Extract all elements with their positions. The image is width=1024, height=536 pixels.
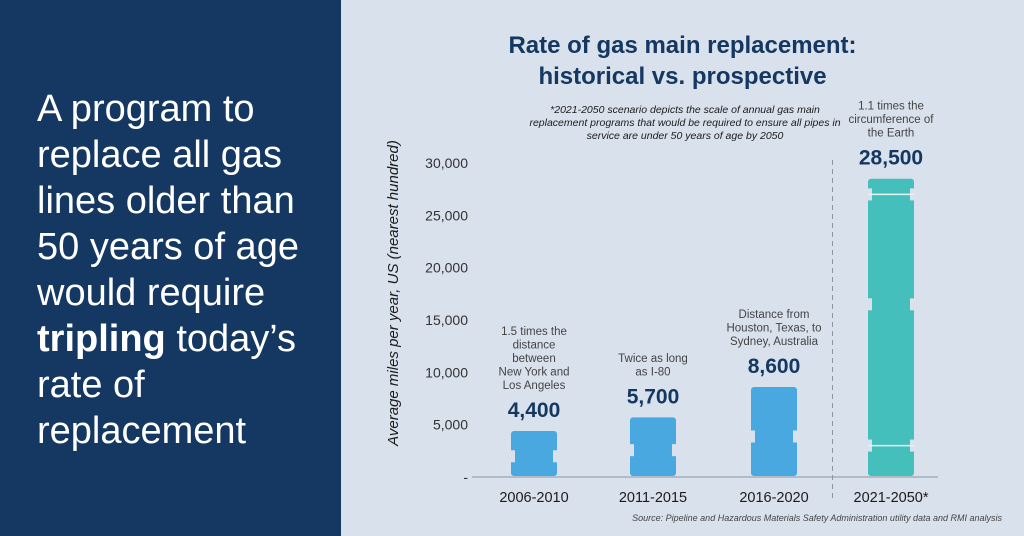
source-note: Source: Pipeline and Hazardous Materials…: [632, 513, 1002, 523]
x-tick-label: 2021-2050*: [854, 490, 929, 506]
x-tick-label: 2011-2015: [619, 490, 687, 506]
chart-title-line-2: historical vs. prospective: [538, 63, 827, 90]
bar-value-label: 28,500: [859, 147, 923, 170]
bar-value-label: 5,700: [627, 385, 680, 408]
y-axis-label: Average miles per year, US (nearest hund…: [385, 140, 402, 447]
y-tick-label: 10,000: [425, 364, 468, 380]
y-tick-label: 5,000: [433, 417, 468, 433]
pipe-joint-notch: [510, 450, 515, 463]
bar-annotation: 1.1 times the: [858, 101, 924, 113]
y-tick-label: 30,000: [425, 155, 468, 171]
pipe-joint-notch: [793, 430, 798, 443]
bar-annotation: between: [512, 353, 555, 365]
x-tick-label: 2006-2010: [499, 490, 568, 506]
bar-2006-2010: [511, 430, 557, 476]
chart-title-line-1: Rate of gas main replacement:: [508, 32, 857, 59]
headline-text: A program to replace all gas lines older…: [37, 88, 299, 314]
bar-annotation: as I-80: [635, 366, 670, 378]
x-tick-label: 2016-2020: [739, 490, 808, 506]
bar-annotation: circumference of: [848, 114, 934, 126]
bar-annotation: Distance from: [739, 309, 810, 321]
bar-annotation: Los Angeles: [503, 380, 566, 392]
pipe-joint-notch: [553, 450, 558, 463]
bar-value-label: 4,400: [508, 399, 561, 422]
pipe-joint-notch: [629, 444, 634, 457]
bar-2011-2015: [630, 417, 676, 476]
left-panel: [0, 0, 341, 536]
headline-emphasis: tripling: [37, 318, 166, 360]
y-tick-label: 20,000: [425, 260, 468, 276]
bar-annotation: 1.5 times the: [501, 326, 567, 338]
headline: A program to replace all gas lines older…: [37, 86, 327, 454]
pipe-joint-notch: [910, 298, 915, 311]
bar-2016-2020: [751, 386, 797, 476]
headline-text-end: today’s rate of replacement: [37, 318, 297, 452]
y-tick-label: 25,000: [425, 207, 468, 223]
y-tick-label: 15,000: [425, 312, 468, 328]
pipe-joint-notch: [867, 298, 872, 311]
bar-annotation: New York and: [499, 366, 570, 378]
bar-annotation: Houston, Texas, to: [726, 322, 821, 334]
pipe-joint-notch: [672, 444, 677, 457]
bar-annotation: the Earth: [868, 128, 915, 140]
bar-annotation: distance: [513, 339, 556, 351]
bar-annotation: Twice as long: [618, 353, 688, 365]
y-tick-label: -: [463, 469, 468, 485]
bar-2021-2050*: [868, 178, 914, 476]
bar-value-label: 8,600: [748, 355, 801, 378]
chart-note: *2021-2050 scenario depicts the scale of…: [529, 104, 841, 142]
chart-title: Rate of gas main replacement: historical…: [341, 30, 1024, 92]
bar-annotation: Sydney, Australia: [730, 336, 819, 348]
pipe-joint-notch: [750, 430, 755, 443]
